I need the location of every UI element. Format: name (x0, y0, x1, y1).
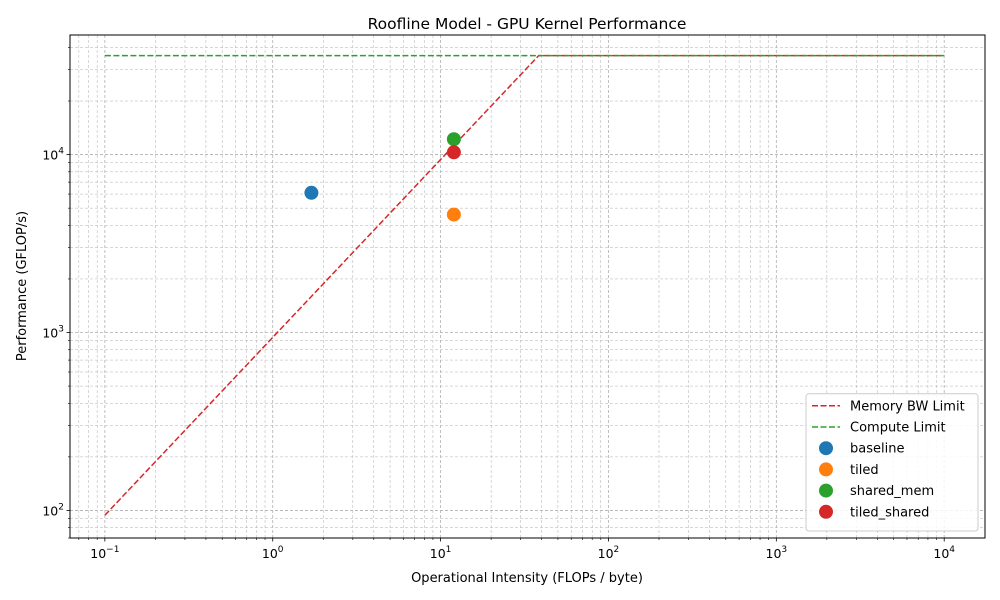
legend-marker-swatch (819, 504, 833, 519)
y-tick-label: 102 (42, 502, 64, 518)
legend-marker-swatch (819, 441, 833, 456)
point-tiled-shared (446, 145, 461, 160)
x-tick-label: 104 (933, 545, 955, 561)
roofline-lines (104, 54, 945, 516)
chart-title: Roofline Model - GPU Kernel Performance (368, 15, 687, 33)
y-tick-label: 103 (42, 325, 64, 341)
legend-label: shared_mem (850, 484, 934, 499)
legend-label: baseline (850, 442, 904, 457)
point-baseline (304, 185, 319, 200)
legend-label: tiled_shared (850, 505, 929, 520)
x-tick-label: 10−1 (90, 545, 119, 561)
x-tick-label: 101 (430, 545, 452, 561)
legend-label: Compute Limit (850, 421, 946, 436)
x-axis-label: Operational Intensity (FLOPs / byte) (411, 571, 643, 586)
axis-ticks: 10−1 100 101 102 103 104 102 103 104 (42, 47, 955, 561)
grid (70, 35, 985, 539)
legend: Memory BW Limit Compute Limit baseline tile… (805, 393, 979, 532)
point-tiled (446, 207, 461, 222)
legend-marker-swatch (819, 483, 833, 498)
plot-frame (69, 34, 986, 539)
data-points (304, 132, 461, 222)
point-shared-mem (446, 132, 461, 147)
x-tick-label: 102 (598, 545, 620, 561)
legend-label: tiled (850, 463, 879, 478)
legend-marker-swatch (819, 462, 833, 477)
x-tick-label: 100 (262, 545, 284, 561)
legend-box (805, 393, 979, 532)
x-tick-label: 103 (766, 545, 788, 561)
y-axis-label: Performance (GFLOP/s) (15, 211, 30, 361)
legend-label: Memory BW Limit (850, 399, 965, 414)
y-tick-label: 104 (42, 147, 64, 163)
